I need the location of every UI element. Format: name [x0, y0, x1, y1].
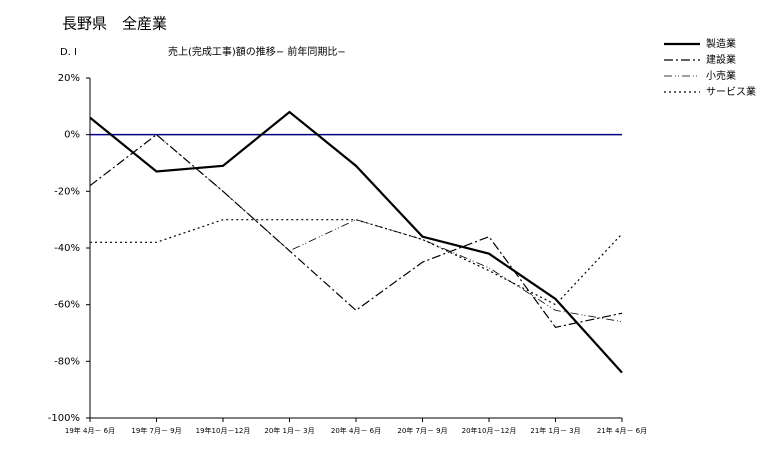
y-tick-label: -20%: [54, 186, 80, 197]
y-tick-label: -60%: [54, 300, 80, 311]
series-line: [90, 219, 623, 306]
x-tick-label: 19年 4月－ 6月: [65, 426, 115, 435]
legend-label: 小売業: [706, 69, 736, 82]
legend-label: 建設業: [706, 53, 736, 66]
x-tick-label: 21年 4月－ 6月: [597, 426, 647, 435]
x-tick-label: 20年10月－12月: [462, 426, 517, 435]
x-tick-label: 20年 4月－ 6月: [331, 426, 381, 435]
series-line: [89, 133, 623, 329]
y-tick-label: -100%: [48, 413, 80, 424]
chart-subtitle: 売上(完成工事)額の推移− 前年同期比−: [168, 45, 346, 58]
legend-label: 製造業: [706, 37, 736, 50]
x-tick-label: 20年 7月－ 9月: [397, 426, 447, 435]
x-tick-label: 19年10月－12月: [196, 426, 251, 435]
series-line: [89, 110, 623, 374]
y-tick-label: -80%: [54, 356, 80, 367]
chart-title: 長野県 全産業: [62, 15, 167, 33]
x-tick-label: 20年 1月－ 3月: [264, 426, 314, 435]
series-line: [156, 134, 623, 323]
y-tick-label: -40%: [54, 243, 80, 254]
y-tick-label: 20%: [58, 73, 80, 84]
x-tick-label: 19年 7月－ 9月: [131, 426, 181, 435]
x-tick-label: 21年 1月－ 3月: [530, 426, 580, 435]
legend-label: サービス業: [706, 85, 756, 98]
y-axis-label: D. I: [60, 47, 77, 58]
y-tick-label: 0%: [64, 130, 80, 141]
